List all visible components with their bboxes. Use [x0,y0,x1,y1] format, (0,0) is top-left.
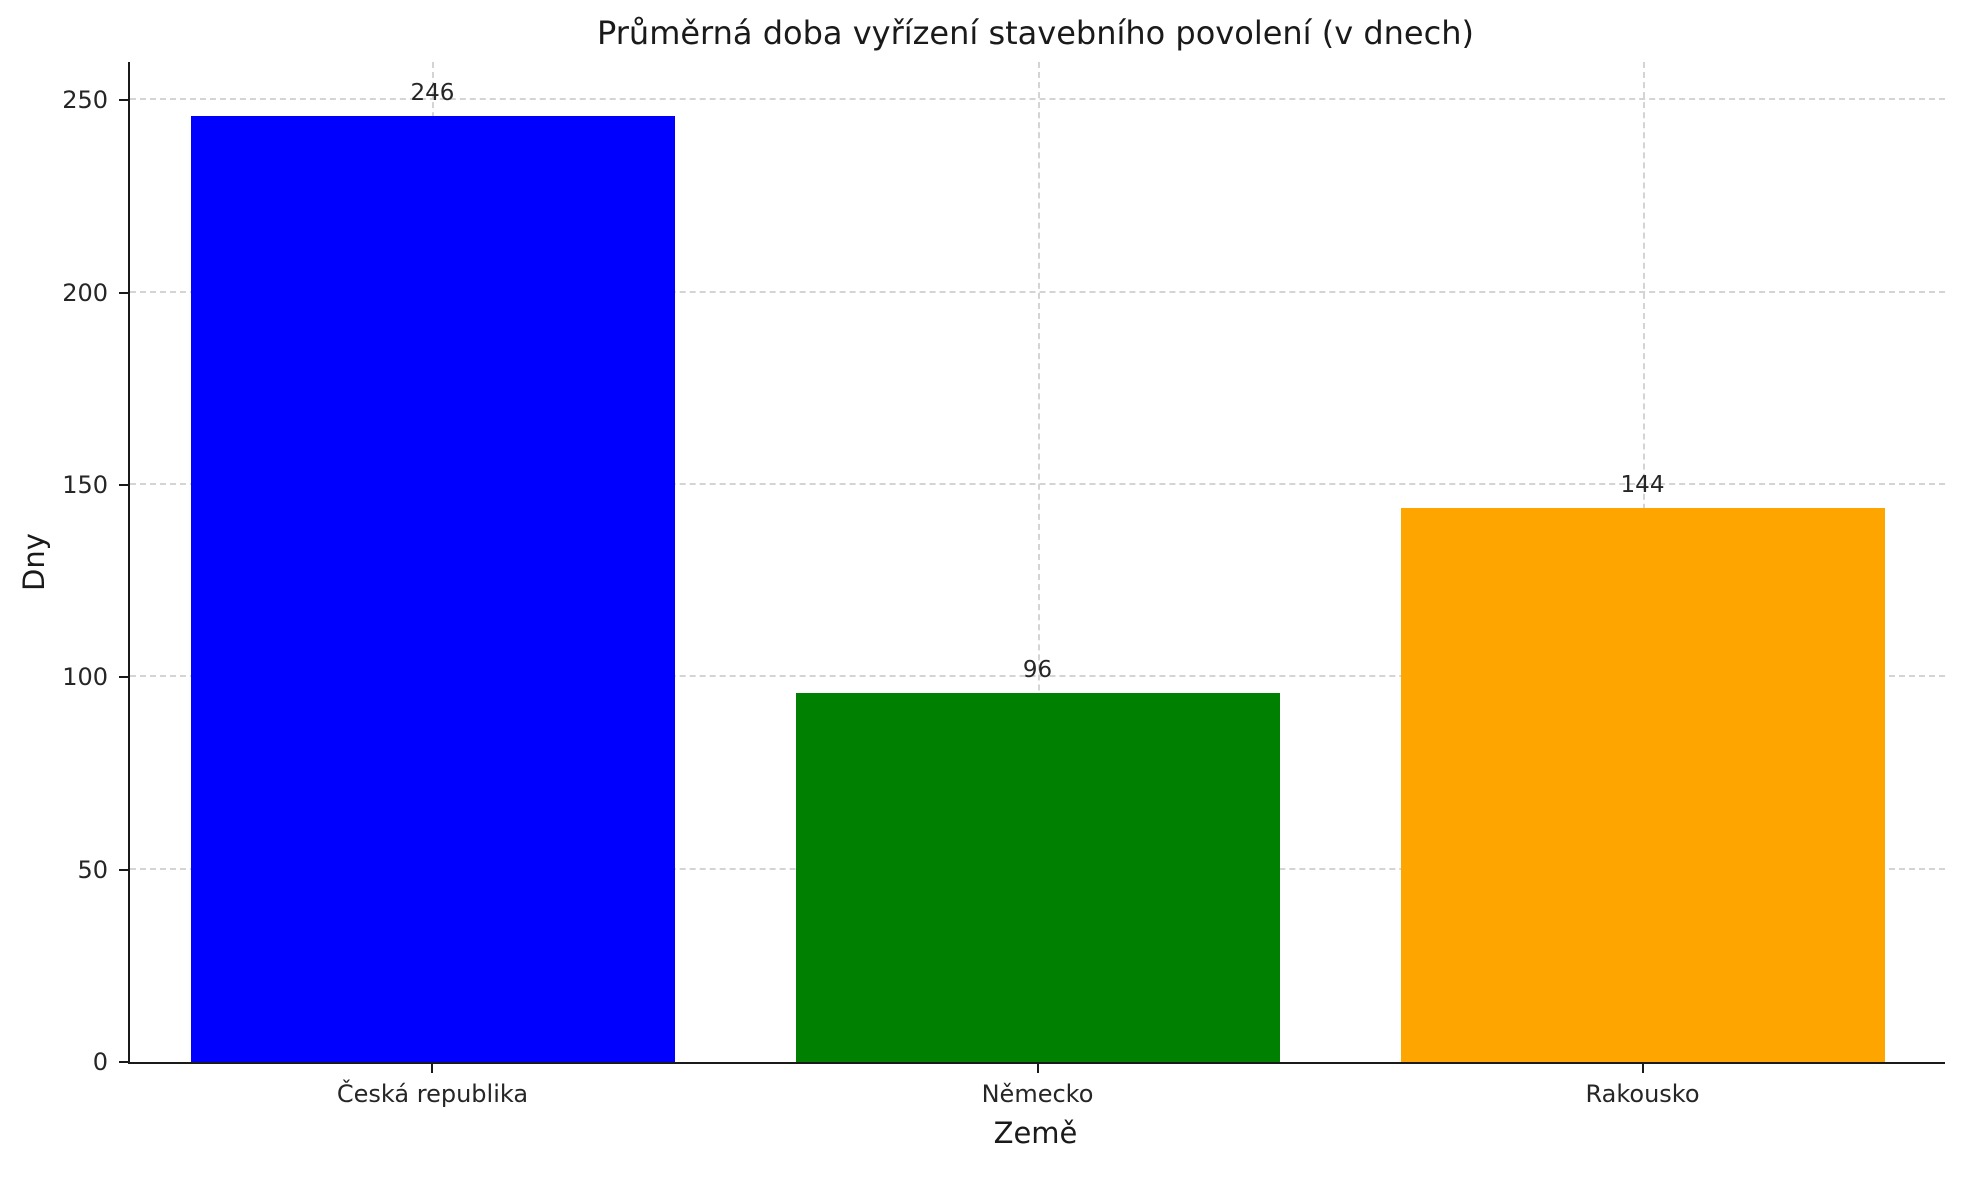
y-tick-mark [119,1061,130,1063]
bar [1400,508,1885,1062]
x-tick-label: Německo [981,1080,1094,1108]
gridline-vertical [1037,62,1040,1062]
y-tick-label: 200 [62,278,108,307]
y-tick-label: 100 [62,663,108,692]
y-tick-mark [119,868,130,871]
x-tick-label: Česká republika [336,1080,529,1108]
y-tick-mark [119,291,130,294]
y-axis-label: Dny [17,533,51,591]
bar-value-label: 144 [1620,472,1665,499]
chart-title: Průměrná doba vyřízení stavebního povole… [597,14,1474,52]
y-tick-mark [119,484,130,487]
x-tick-mark [431,1062,434,1073]
y-tick-mark [119,676,130,679]
x-tick-mark [1036,1062,1039,1073]
y-tick-label: 50 [77,855,108,884]
plot-area: 0 50 100 150 200 250 246 Česká republika 96 Němec… [62,62,1945,1108]
x-axis-label: Země [993,1116,1078,1150]
y-tick-label: 150 [62,471,108,500]
y-tick-label: 250 [62,86,108,115]
x-tick-mark [1641,1062,1644,1073]
y-tick-mark [119,99,130,102]
bar [795,692,1280,1062]
bar-value-label: 246 [410,79,455,106]
bar [190,115,675,1062]
y-tick-label: 0 [92,1048,108,1076]
x-tick-label: Rakousko [1585,1080,1700,1108]
bar-value-label: 96 [1022,656,1053,683]
